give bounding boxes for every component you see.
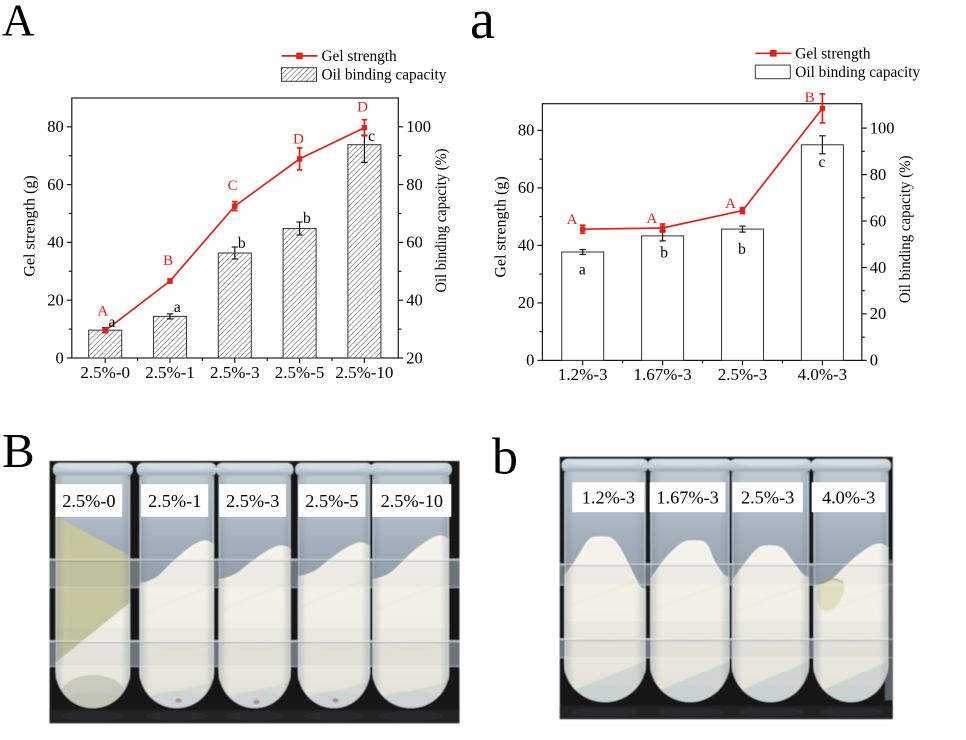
svg-text:80: 80 <box>518 121 535 140</box>
svg-text:Oil binding capacity (%): Oil binding capacity (%) <box>433 149 450 293</box>
svg-text:b: b <box>660 244 668 261</box>
svg-text:20: 20 <box>518 293 535 312</box>
svg-text:2.5%-1: 2.5%-1 <box>148 491 201 511</box>
svg-text:Gel strength (g): Gel strength (g) <box>22 175 39 276</box>
svg-text:2.5%-3: 2.5%-3 <box>210 363 260 382</box>
svg-text:A: A <box>567 212 578 228</box>
svg-text:1.2%-3: 1.2%-3 <box>558 365 608 384</box>
svg-text:1.67%-3: 1.67%-3 <box>634 365 692 384</box>
svg-text:A: A <box>2 0 35 46</box>
svg-text:2.5%-5: 2.5%-5 <box>275 363 325 382</box>
svg-text:40: 40 <box>406 291 423 310</box>
svg-text:C: C <box>228 178 238 194</box>
svg-text:80: 80 <box>406 175 423 194</box>
svg-text:a: a <box>174 299 181 316</box>
svg-text:2.5%-10: 2.5%-10 <box>381 491 443 511</box>
svg-text:A: A <box>646 211 657 227</box>
svg-text:1.2%-3: 1.2%-3 <box>582 488 635 508</box>
svg-text:0: 0 <box>526 351 534 370</box>
svg-text:20: 20 <box>870 304 887 323</box>
svg-text:Oil binding capacity: Oil binding capacity <box>322 67 447 84</box>
svg-text:b: b <box>238 235 246 252</box>
svg-text:A: A <box>97 303 108 319</box>
svg-text:D: D <box>293 131 304 147</box>
svg-text:Oil binding capacity (%): Oil binding capacity (%) <box>897 155 914 303</box>
svg-text:c: c <box>819 154 826 171</box>
svg-text:2.5%-0: 2.5%-0 <box>62 491 115 511</box>
svg-text:2.5%-3: 2.5%-3 <box>718 365 768 384</box>
svg-text:B: B <box>2 423 35 478</box>
svg-text:Gel strength: Gel strength <box>795 45 871 62</box>
svg-text:b: b <box>492 429 518 486</box>
svg-text:4.0%-3: 4.0%-3 <box>822 488 875 508</box>
svg-text:Gel strength (g): Gel strength (g) <box>493 176 510 277</box>
svg-text:1.67%-3: 1.67%-3 <box>656 488 718 508</box>
svg-text:2.5%-3: 2.5%-3 <box>741 488 794 508</box>
svg-text:D: D <box>357 100 368 116</box>
svg-text:c: c <box>368 128 375 145</box>
svg-text:Oil binding capacity: Oil binding capacity <box>795 64 920 81</box>
svg-text:2.5%-0: 2.5%-0 <box>80 363 130 382</box>
svg-text:4.0%-3: 4.0%-3 <box>798 365 848 384</box>
svg-text:a: a <box>579 262 586 279</box>
svg-text:2.5%-5: 2.5%-5 <box>305 491 358 511</box>
svg-text:60: 60 <box>870 211 887 230</box>
svg-text:0: 0 <box>870 351 878 370</box>
svg-text:B: B <box>805 90 815 106</box>
svg-text:100: 100 <box>870 118 895 137</box>
svg-text:a: a <box>109 314 116 331</box>
svg-text:60: 60 <box>406 233 423 252</box>
svg-text:80: 80 <box>870 165 887 184</box>
svg-text:60: 60 <box>47 175 64 194</box>
svg-text:20: 20 <box>406 348 423 367</box>
svg-text:60: 60 <box>518 178 535 197</box>
svg-text:40: 40 <box>518 236 535 255</box>
svg-text:40: 40 <box>47 233 64 252</box>
svg-text:b: b <box>738 241 746 258</box>
svg-text:Gel strength: Gel strength <box>322 48 398 65</box>
svg-text:b: b <box>303 210 311 227</box>
svg-text:B: B <box>163 253 173 269</box>
svg-text:80: 80 <box>47 117 64 136</box>
svg-text:2.5%-3: 2.5%-3 <box>226 491 279 511</box>
svg-text:A: A <box>725 196 736 212</box>
svg-text:40: 40 <box>870 258 887 277</box>
svg-text:2.5%-1: 2.5%-1 <box>145 363 195 382</box>
svg-text:2.5%-10: 2.5%-10 <box>335 363 393 382</box>
svg-text:100: 100 <box>406 117 431 136</box>
svg-text:20: 20 <box>47 291 64 310</box>
svg-text:a: a <box>470 0 495 51</box>
svg-text:0: 0 <box>56 348 64 367</box>
